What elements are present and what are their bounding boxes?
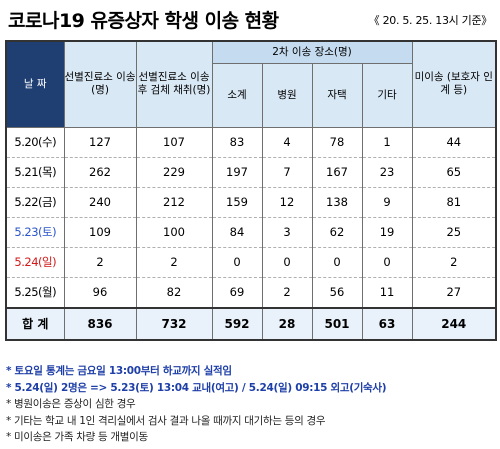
table-row: 5.21(목) 262 229 197 7 167 23 65 [5, 156, 497, 188]
home-cell: 167 [311, 156, 363, 188]
test-cell: 82 [135, 276, 213, 308]
header-screening-transfer: 선별진료소 이송(명) [63, 40, 137, 128]
date-cell: 5.20(수) [5, 126, 65, 158]
home-cell: 78 [311, 126, 363, 158]
total-test: 732 [135, 306, 213, 340]
other-cell: 23 [361, 156, 413, 188]
subtotal-cell: 159 [211, 186, 263, 218]
home-cell: 62 [311, 216, 363, 248]
reference-time: 《 20. 5. 25. 13시 기준》 [368, 14, 493, 27]
total-transfer: 836 [63, 306, 137, 340]
footnotes: * 토요일 통계는 금요일 13:00부터 하교까지 실적임 * 5.24(일)… [6, 363, 496, 446]
subtotal-cell: 0 [211, 246, 263, 278]
hospital-cell: 4 [261, 126, 313, 158]
home-cell: 56 [311, 276, 363, 308]
total-label: 합 계 [5, 306, 65, 340]
not-transferred-cell: 27 [411, 276, 497, 308]
home-cell: 0 [311, 246, 363, 278]
hospital-cell: 3 [261, 216, 313, 248]
header-other: 기타 [361, 62, 413, 128]
other-cell: 11 [361, 276, 413, 308]
total-other: 63 [361, 306, 413, 340]
total-subtotal: 592 [211, 306, 263, 340]
not-transferred-cell: 81 [411, 186, 497, 218]
transfer-cell: 240 [63, 186, 137, 218]
date-cell-saturday: 5.23(토) [5, 216, 65, 248]
hospital-cell: 0 [261, 246, 313, 278]
subtotal-cell: 83 [211, 126, 263, 158]
transfer-cell: 96 [63, 276, 137, 308]
not-transferred-cell: 2 [411, 246, 497, 278]
header-home: 자택 [311, 62, 363, 128]
subtotal-cell: 84 [211, 216, 263, 248]
header-screening-test: 선별진료소 이송 후 검체 채취(명) [135, 40, 213, 128]
test-cell: 2 [135, 246, 213, 278]
date-cell: 5.21(목) [5, 156, 65, 188]
page-title: 코로나19 유증상자 학생 이송 현황 [8, 10, 279, 32]
subtotal-cell: 69 [211, 276, 263, 308]
total-home: 501 [311, 306, 363, 340]
home-cell: 138 [311, 186, 363, 218]
table-row: 5.22(금) 240 212 159 12 138 9 81 [5, 186, 497, 218]
table-row: 5.25(월) 96 82 69 2 56 11 27 [5, 276, 497, 308]
transfer-table: 날 짜 선별진료소 이송(명) 선별진료소 이송 후 검체 채취(명) 2차 이… [5, 40, 498, 341]
total-hospital: 28 [261, 306, 313, 340]
footnote-not-transferred: * 미이송은 가족 차량 등 개별이동 [6, 431, 148, 443]
hospital-cell: 12 [261, 186, 313, 218]
not-transferred-cell: 25 [411, 216, 497, 248]
header-hospital: 병원 [261, 62, 313, 128]
footnote-saturday: * 토요일 통계는 금요일 13:00부터 하교까지 실적임 [6, 365, 232, 377]
test-cell: 212 [135, 186, 213, 218]
other-cell: 9 [361, 186, 413, 218]
footnote-other: * 기타는 학교 내 1인 격리실에서 검사 결과 나올 때까지 대기하는 등의… [6, 414, 326, 427]
subtotal-cell: 197 [211, 156, 263, 188]
footnote-sunday: * 5.24(일) 2명은 => 5.23(토) 13:04 교내(여고) / … [6, 381, 387, 394]
footnote-hospital: * 병원이송은 증상이 심한 경우 [6, 398, 136, 410]
header-date: 날 짜 [5, 40, 65, 128]
hospital-cell: 7 [261, 156, 313, 188]
header-subtotal: 소계 [211, 62, 263, 128]
transfer-cell: 109 [63, 216, 137, 248]
total-row: 합 계 836 732 592 28 501 63 244 [5, 306, 497, 340]
transfer-cell: 2 [63, 246, 137, 278]
not-transferred-cell: 44 [411, 126, 497, 158]
date-cell-sunday: 5.24(일) [5, 246, 65, 278]
other-cell: 1 [361, 126, 413, 158]
test-cell: 107 [135, 126, 213, 158]
test-cell: 229 [135, 156, 213, 188]
date-cell: 5.25(월) [5, 276, 65, 308]
hospital-cell: 2 [261, 276, 313, 308]
header-second-transfer: 2차 이송 장소(명) [211, 40, 413, 64]
other-cell: 19 [361, 216, 413, 248]
transfer-cell: 127 [63, 126, 137, 158]
date-cell: 5.22(금) [5, 186, 65, 218]
other-cell: 0 [361, 246, 413, 278]
transfer-cell: 262 [63, 156, 137, 188]
test-cell: 100 [135, 216, 213, 248]
table-row: 5.20(수) 127 107 83 4 78 1 44 [5, 126, 497, 158]
table-row: 5.24(일) 2 2 0 0 0 0 2 [5, 246, 497, 278]
header-not-transferred: 미이송 (보호자 인계 등) [411, 40, 497, 128]
table-row: 5.23(토) 109 100 84 3 62 19 25 [5, 216, 497, 248]
total-not-transferred: 244 [411, 306, 497, 340]
not-transferred-cell: 65 [411, 156, 497, 188]
